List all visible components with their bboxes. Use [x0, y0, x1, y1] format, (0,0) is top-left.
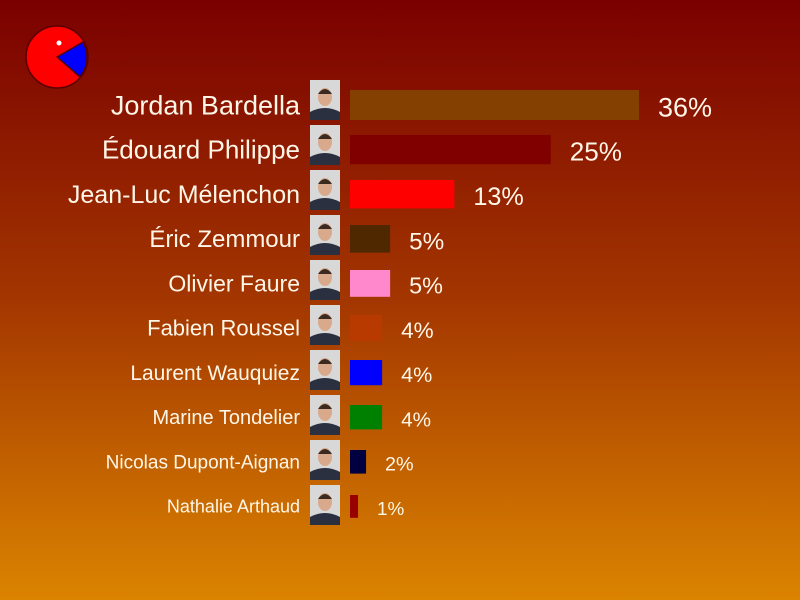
value-label: 4% [401, 362, 432, 387]
candidate-photo [310, 260, 340, 300]
photo-shoulders [310, 198, 340, 210]
value-label: 13% [473, 183, 523, 211]
photo-shoulders [310, 108, 340, 120]
candidate-photo [310, 440, 340, 480]
photo-hair [318, 404, 332, 409]
value-label: 4% [401, 318, 434, 343]
category-label: Éric Zemmour [149, 226, 300, 253]
bar [350, 135, 551, 165]
value-label: 4% [401, 408, 431, 431]
bar-row: Édouard Philippe 25% [102, 125, 622, 167]
candidate-photo [310, 170, 340, 210]
candidate-photo [310, 350, 340, 390]
bar-row: Jordan Bardella 36% [111, 80, 712, 122]
value-label: 25% [570, 137, 622, 167]
value-label: 36% [658, 92, 712, 122]
value-label: 5% [409, 273, 443, 299]
photo-shoulders [310, 333, 340, 345]
value-label: 5% [409, 228, 444, 255]
photo-shoulders [310, 423, 340, 435]
photo-shoulders [310, 468, 340, 480]
photo-hair [318, 449, 332, 454]
category-label: Jordan Bardella [111, 90, 301, 120]
bar-row: Marine Tondelier 4% [153, 395, 431, 435]
category-label: Jean-Luc Mélenchon [68, 181, 300, 209]
bar [350, 225, 391, 253]
photo-hair [318, 224, 332, 229]
bar [350, 405, 383, 430]
bar [350, 90, 639, 120]
value-label: 1% [377, 499, 405, 520]
photo-shoulders [310, 288, 340, 300]
value-label: 2% [385, 454, 414, 476]
bar-row: Laurent Wauquiez 4% [130, 350, 432, 390]
photo-hair [318, 269, 332, 274]
bar-row: Nicolas Dupont-Aignan 2% [106, 440, 414, 480]
photo-hair [318, 494, 332, 499]
candidate-photo [310, 485, 340, 525]
photo-hair [318, 179, 332, 184]
photo-shoulders [310, 153, 340, 165]
pacman-pie-logo-icon [25, 25, 89, 89]
photo-shoulders [310, 378, 340, 390]
bar [350, 450, 367, 474]
photo-hair [318, 89, 332, 94]
bar-row: Fabien Roussel 4% [147, 305, 434, 345]
candidate-photo [310, 215, 340, 255]
bar [350, 315, 383, 341]
candidate-photo [310, 125, 340, 165]
category-label: Laurent Wauquiez [130, 362, 300, 385]
bar [350, 360, 383, 386]
candidate-photo [310, 395, 340, 435]
bar-row: Olivier Faure 5% [168, 260, 443, 300]
photo-hair [318, 134, 332, 139]
candidate-photo [310, 305, 340, 345]
bar-row: Éric Zemmour 5% [149, 215, 444, 255]
bar-row: Jean-Luc Mélenchon 13% [68, 170, 524, 211]
bar [350, 270, 391, 297]
photo-shoulders [310, 513, 340, 525]
photo-hair [318, 359, 332, 364]
photo-shoulders [310, 243, 340, 255]
category-label: Olivier Faure [168, 270, 300, 296]
candidate-photo [310, 80, 340, 120]
category-label: Fabien Roussel [147, 316, 300, 341]
category-label: Édouard Philippe [102, 135, 300, 165]
bar [350, 180, 455, 209]
bar [350, 495, 359, 518]
category-label: Marine Tondelier [153, 407, 301, 429]
photo-hair [318, 314, 332, 319]
category-label: Nicolas Dupont-Aignan [106, 452, 300, 473]
category-label: Nathalie Arthaud [167, 497, 300, 517]
bar-row: Nathalie Arthaud 1% [167, 485, 405, 525]
